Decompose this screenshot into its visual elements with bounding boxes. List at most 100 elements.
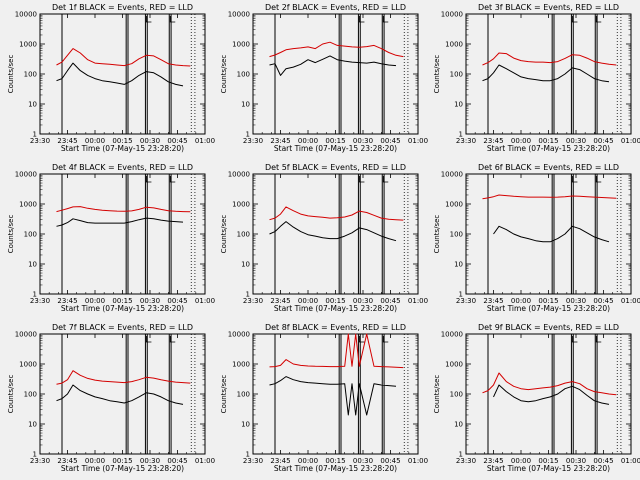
- marker-flag: [146, 176, 152, 183]
- x-axis-label: Start Time (07-May-15 23:28:20): [61, 144, 184, 153]
- y-tick-label: 1: [246, 291, 250, 299]
- x-tick-label: 00:00: [85, 457, 105, 465]
- y-tick-label: 10000: [228, 331, 250, 339]
- marker-flag: [382, 16, 389, 23]
- x-axis-label: Start Time (07-May-15 23:28:20): [274, 144, 397, 153]
- x-axis-label: Start Time (07-May-15 23:28:20): [61, 304, 184, 313]
- y-axis-label: Counts/sec: [220, 55, 228, 94]
- lld-series-line: [56, 206, 191, 213]
- lld-series-line: [482, 372, 617, 396]
- marker-flag: [595, 176, 602, 183]
- x-tick-label: 00:00: [511, 297, 531, 305]
- x-tick-label: 00:00: [511, 137, 531, 145]
- lld-series-line: [56, 48, 191, 67]
- y-axis-label: Counts/sec: [433, 215, 441, 254]
- x-tick-label: 00:45: [167, 137, 187, 145]
- events-series-line: [269, 55, 397, 76]
- y-tick-label: 1000: [232, 41, 250, 49]
- marker-flag: [359, 336, 365, 343]
- x-tick-label: 00:45: [593, 137, 613, 145]
- x-tick-label: 23:45: [483, 137, 503, 145]
- detector-panel-6: Det 6f BLACK = Events, RED = LLD 23:30 23:…: [433, 163, 640, 313]
- x-tick-label: 23:30: [243, 457, 263, 465]
- x-tick-label: 01:00: [408, 457, 428, 465]
- x-tick-label: 01:00: [195, 297, 215, 305]
- x-tick-label: 23:45: [57, 297, 77, 305]
- y-tick-label: 10000: [15, 171, 37, 179]
- x-tick-label: 23:45: [483, 457, 503, 465]
- y-axis-label: Counts/sec: [220, 375, 228, 414]
- x-tick-label: 00:45: [380, 457, 400, 465]
- x-tick-label: 00:15: [112, 137, 132, 145]
- plot-frame: [252, 13, 419, 135]
- events-series-line: [493, 384, 610, 405]
- y-tick-label: 10: [28, 261, 37, 269]
- x-tick-label: 00:15: [538, 457, 558, 465]
- marker-flag: [146, 16, 152, 23]
- x-tick-label: 00:30: [566, 137, 586, 145]
- y-tick-label: 1: [246, 131, 250, 139]
- x-tick-label: 01:00: [195, 457, 215, 465]
- x-tick-label: 00:15: [325, 137, 345, 145]
- marker-flag: [359, 16, 365, 23]
- y-tick-label: 10000: [441, 171, 463, 179]
- x-tick-label: 00:30: [566, 457, 586, 465]
- x-axis-label: Start Time (07-May-15 23:28:20): [487, 144, 610, 153]
- marker-flag: [169, 336, 176, 343]
- x-tick-label: 01:00: [195, 137, 215, 145]
- panel-title: Det 1f BLACK = Events, RED = LLD: [52, 3, 193, 12]
- x-tick-label: 23:45: [57, 137, 77, 145]
- y-tick-label: 10000: [228, 11, 250, 19]
- y-tick-label: 1: [459, 451, 463, 459]
- y-tick-label: 100: [237, 391, 250, 399]
- x-tick-label: 00:30: [140, 137, 160, 145]
- y-tick-label: 100: [237, 71, 250, 79]
- x-tick-label: 23:45: [270, 137, 290, 145]
- y-tick-label: 1000: [232, 361, 250, 369]
- y-tick-label: 10: [241, 261, 250, 269]
- y-tick-label: 1000: [19, 41, 37, 49]
- x-axis-label: Start Time (07-May-15 23:28:20): [274, 464, 397, 473]
- detector-panel-8: Det 8f BLACK = Events, RED = LLD 23:30 23:…: [220, 323, 428, 473]
- plot-frame: [39, 173, 206, 295]
- x-tick-label: 00:00: [298, 137, 318, 145]
- y-tick-label: 1000: [232, 201, 250, 209]
- x-tick-label: 00:00: [298, 297, 318, 305]
- x-tick-label: 00:45: [167, 457, 187, 465]
- y-tick-label: 100: [24, 71, 37, 79]
- y-tick-label: 10: [241, 101, 250, 109]
- x-tick-label: 00:00: [298, 457, 318, 465]
- events-series-line: [493, 225, 610, 243]
- y-axis-label: Counts/sec: [433, 55, 441, 94]
- y-tick-label: 1000: [19, 361, 37, 369]
- y-tick-label: 10000: [15, 11, 37, 19]
- marker-flag: [572, 16, 578, 23]
- x-tick-label: 00:00: [85, 297, 105, 305]
- x-axis-label: Start Time (07-May-15 23:28:20): [487, 304, 610, 313]
- x-tick-label: 00:45: [593, 297, 613, 305]
- y-axis-label: Counts/sec: [433, 375, 441, 414]
- plot-frame: [465, 173, 632, 295]
- x-tick-label: 23:30: [243, 137, 263, 145]
- marker-flag: [572, 176, 578, 183]
- panel-title: Det 5f BLACK = Events, RED = LLD: [265, 163, 406, 172]
- x-tick-label: 00:45: [380, 137, 400, 145]
- y-axis-label: Counts/sec: [7, 215, 15, 254]
- y-tick-label: 1000: [445, 201, 463, 209]
- marker-flag: [146, 336, 152, 343]
- lld-series-line: [482, 194, 617, 200]
- y-tick-label: 1000: [445, 41, 463, 49]
- x-axis-label: Start Time (07-May-15 23:28:20): [61, 464, 184, 473]
- plot-frame: [252, 173, 419, 295]
- y-tick-label: 1: [33, 291, 37, 299]
- x-tick-label: 00:30: [353, 137, 373, 145]
- marker-flag: [169, 16, 176, 23]
- y-tick-label: 10: [454, 421, 463, 429]
- y-axis-label: Counts/sec: [7, 375, 15, 414]
- x-tick-label: 00:15: [112, 297, 132, 305]
- marker-flag: [382, 336, 389, 343]
- lld-series-line: [269, 206, 404, 221]
- x-tick-label: 01:00: [621, 297, 640, 305]
- y-tick-label: 10000: [15, 331, 37, 339]
